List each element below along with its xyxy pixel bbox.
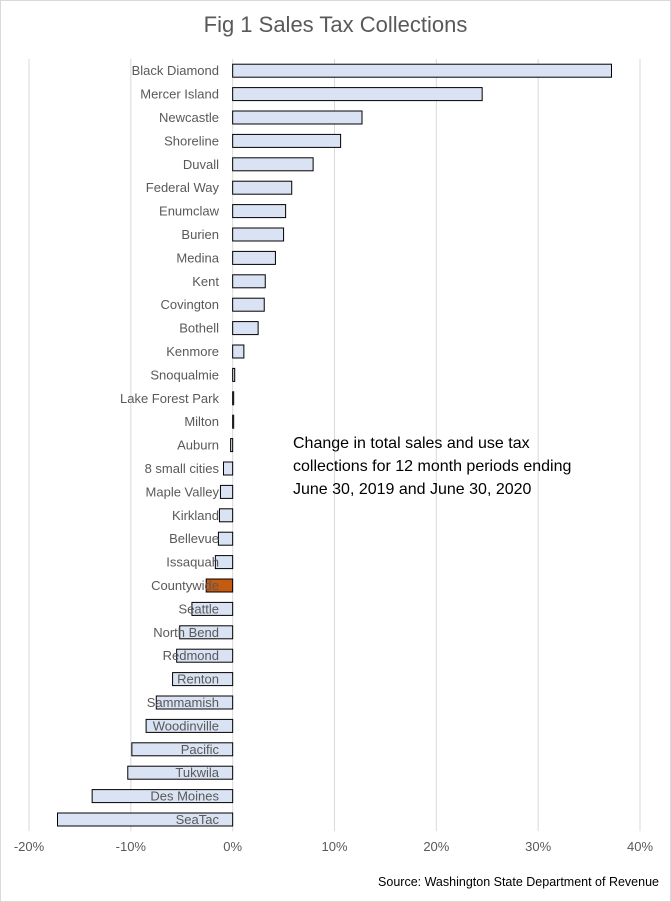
- bar: [223, 461, 234, 476]
- category-label: Shoreline: [164, 133, 219, 148]
- bar: [232, 414, 235, 429]
- category-label: Seattle: [179, 601, 219, 616]
- bar: [217, 531, 234, 546]
- bar: [232, 63, 612, 78]
- bar: [232, 250, 276, 265]
- bar: [179, 625, 234, 640]
- category-label: Milton: [184, 414, 219, 429]
- bar: [232, 157, 314, 172]
- bar: [232, 133, 342, 148]
- bars: [57, 63, 612, 827]
- category-labels: Black Diamond Mercer Island Newcastle Shore…: [120, 63, 220, 827]
- x-tick-label: -20%: [14, 839, 45, 854]
- bar: [218, 508, 234, 523]
- x-tick-label: 0%: [223, 839, 242, 854]
- annotation-line-3: June 30, 2019 and June 30, 2020: [293, 481, 532, 498]
- bar: [232, 274, 266, 289]
- category-label: Kent: [192, 274, 219, 289]
- bar: [172, 672, 234, 687]
- category-label: Auburn: [177, 438, 219, 453]
- bar: [232, 204, 287, 219]
- annotation-line-2: collections for 12 month periods ending: [293, 458, 572, 475]
- bar: [230, 438, 234, 453]
- bar: [232, 391, 235, 406]
- bar: [232, 180, 293, 195]
- bar: [232, 227, 285, 242]
- category-label: 8 small cities: [145, 461, 220, 476]
- bar: [232, 110, 363, 125]
- x-tick-label: 30%: [525, 839, 551, 854]
- x-tick-label: -10%: [116, 839, 147, 854]
- bar: [131, 742, 234, 757]
- category-label: Bellevue: [169, 531, 219, 546]
- category-label: Redmond: [163, 648, 219, 663]
- category-label: Mercer Island: [140, 87, 219, 102]
- bar: [219, 484, 234, 499]
- category-label: Black Diamond: [132, 63, 219, 78]
- category-label: Woodinville: [153, 718, 219, 733]
- bar: [145, 718, 234, 733]
- category-label: Duvall: [183, 157, 219, 172]
- annotation-line-1: Change in total sales and use tax: [293, 435, 530, 452]
- bar: [57, 812, 234, 827]
- bar: [127, 765, 234, 780]
- bar: [232, 344, 245, 359]
- category-label: Burien: [181, 227, 219, 242]
- category-label: Maple Valley: [146, 484, 220, 499]
- source-note: Source: Washington State Department of R…: [378, 875, 659, 889]
- bar: [232, 87, 483, 102]
- bar: [232, 321, 259, 336]
- bar: [232, 367, 236, 382]
- bar: [205, 578, 234, 593]
- category-label: Kirkland: [172, 508, 219, 523]
- x-tick-labels: -20% -10% 0% 10% 20% 30% 40%: [14, 839, 654, 854]
- category-label: Issaquah: [166, 555, 219, 570]
- bar: [232, 297, 265, 312]
- bar: [176, 648, 234, 663]
- category-label: North Bend: [153, 625, 219, 640]
- chart-title: Fig 1 Sales Tax Collections: [203, 12, 468, 37]
- category-label: Renton: [177, 672, 219, 687]
- x-tick-label: 40%: [627, 839, 653, 854]
- category-label: Tukwila: [175, 765, 219, 780]
- category-label: Pacific: [181, 742, 220, 757]
- category-label: Des Moines: [150, 789, 219, 804]
- category-label: Medina: [176, 250, 219, 265]
- category-label: Kenmore: [166, 344, 219, 359]
- category-label: Enumclaw: [159, 204, 220, 219]
- category-label: Lake Forest Park: [120, 391, 219, 406]
- category-label: Federal Way: [146, 180, 220, 195]
- category-label: SeaTac: [176, 812, 220, 827]
- bar: [214, 555, 234, 570]
- category-label: Snoqualmie: [150, 367, 219, 382]
- category-label: Newcastle: [159, 110, 219, 125]
- bar: [191, 601, 234, 616]
- x-tick-label: 20%: [423, 839, 449, 854]
- x-tick-label: 10%: [321, 839, 347, 854]
- category-label: Bothell: [179, 321, 219, 336]
- category-label: Countywide: [151, 578, 219, 593]
- bar: [155, 695, 234, 710]
- category-label: Covington: [160, 297, 219, 312]
- bar: [91, 789, 234, 804]
- category-label: Sammamish: [147, 695, 219, 710]
- chart-annotation: Change in total sales and use tax collec…: [293, 432, 613, 501]
